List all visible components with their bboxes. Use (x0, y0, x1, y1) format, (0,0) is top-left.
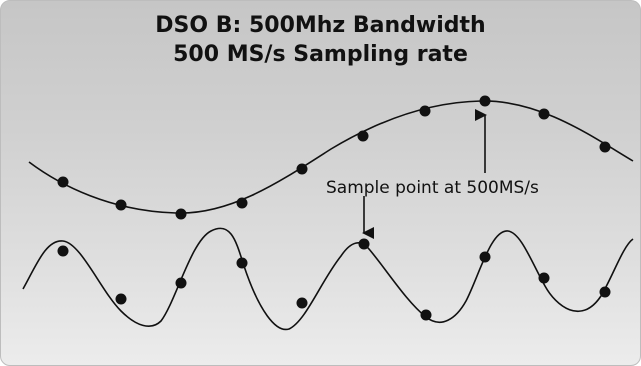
sample-point (236, 197, 248, 209)
annotation-label: Sample point at 500MS/s (326, 178, 539, 198)
sample-point (296, 163, 308, 175)
title-line-2: 500 MS/s Sampling rate (173, 42, 468, 67)
title-line-1: DSO B: 500Mhz Bandwidth (155, 13, 486, 38)
sample-point (479, 251, 491, 263)
sample-point (57, 245, 69, 257)
sample-point (175, 277, 187, 289)
fast-wave-sample-points (57, 238, 611, 321)
diagram-title: DSO B: 500Mhz Bandwidth 500 MS/s Samplin… (1, 11, 640, 69)
sample-point (538, 108, 550, 120)
sample-point (538, 272, 550, 284)
sample-point (479, 95, 491, 107)
sample-point (599, 141, 611, 153)
sample-point (419, 105, 431, 117)
fast-waveform (22, 227, 634, 331)
sample-point (57, 176, 69, 188)
sample-point (296, 297, 308, 309)
slow-wave-sample-points (57, 95, 611, 220)
sample-point (357, 130, 369, 142)
sample-point (599, 286, 611, 298)
sample-point (115, 293, 127, 305)
sample-point (420, 309, 432, 321)
sample-point (236, 257, 248, 269)
sample-point (175, 208, 187, 220)
sample-point (358, 238, 370, 250)
sample-point (115, 199, 127, 211)
